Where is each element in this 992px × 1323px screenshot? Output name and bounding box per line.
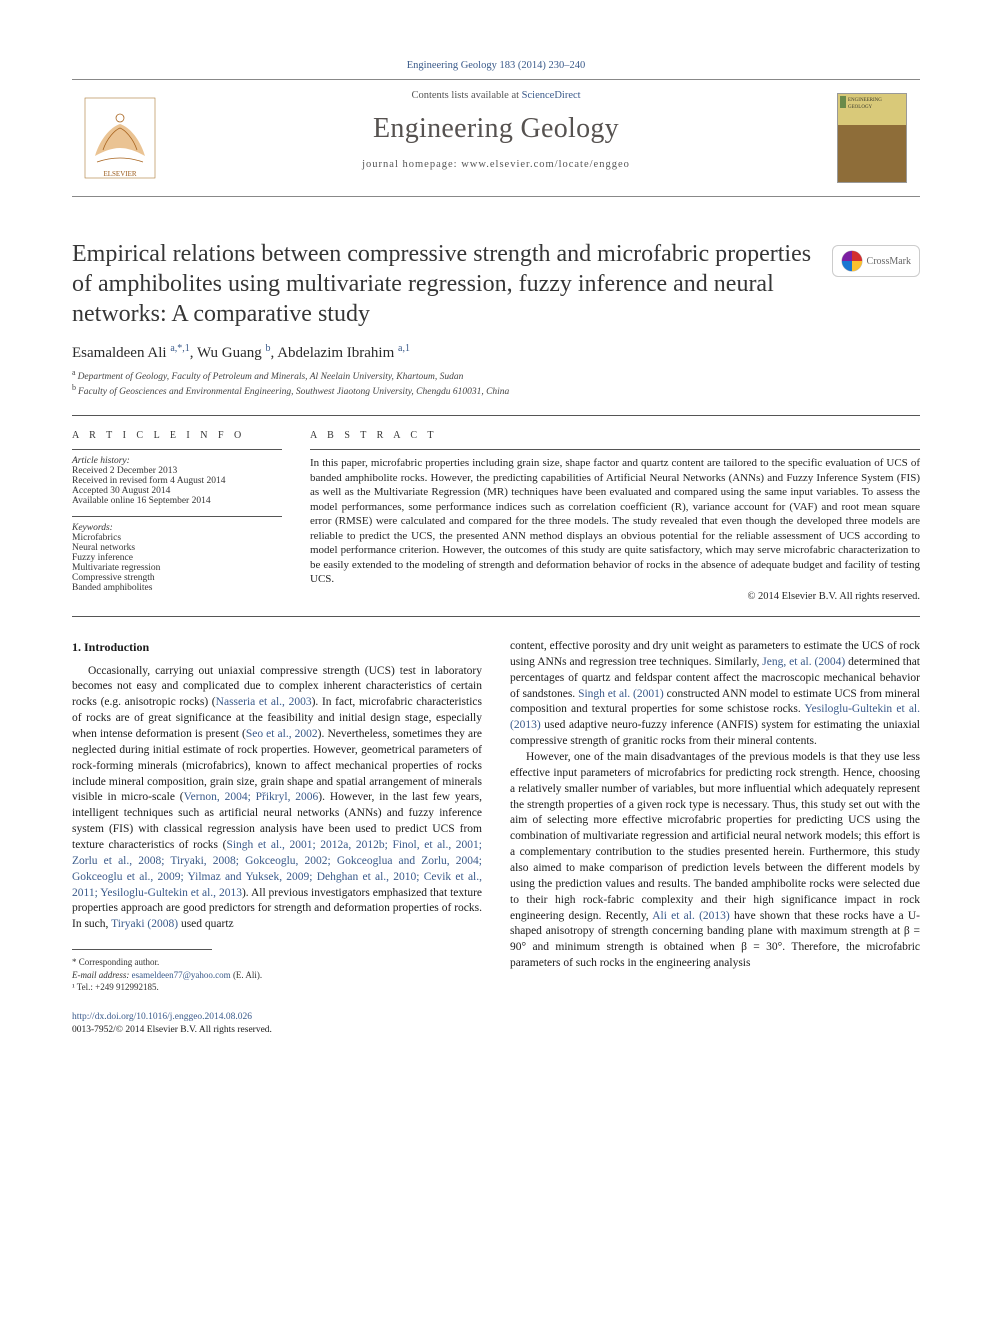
footnote-rule [72,949,212,950]
history-1: Received in revised form 4 August 2014 [72,476,282,486]
contents-prefix: Contents lists available at [411,90,521,101]
c2-p2: However, one of the main disadvantages o… [510,750,920,972]
rule-below-meta [72,616,920,617]
article-info-heading: A R T I C L E I N F O [72,430,282,441]
fn-tel: ¹ Tel.: +249 912992185. [72,981,482,993]
citation-header: Engineering Geology 183 (2014) 230–240 [72,60,920,71]
history-3: Available online 16 September 2014 [72,496,282,506]
fn-email-link[interactable]: esameldeen77@yahoo.com [132,970,231,980]
rule-info-1 [72,449,282,450]
col-left: 1. Introduction Occasionally, carrying o… [72,639,482,1038]
cover-thumb-cell: ENGINEERING GEOLOGY [824,80,920,196]
intro-heading: 1. Introduction [72,639,482,656]
footnotes: * Corresponding author. E-mail address: … [72,956,482,993]
rule-info-2 [72,516,282,517]
crossmark-badge[interactable]: CrossMark [832,245,920,277]
affiliation-block: aDepartment of Geology, Faculty of Petro… [72,368,920,397]
cover-label-top: ENGINEERING [848,98,882,103]
meta-row: A R T I C L E I N F O Article history: R… [72,430,920,602]
doi-block: http://dx.doi.org/10.1016/j.enggeo.2014.… [72,1011,482,1037]
history-label: Article history: [72,456,282,466]
title-block: CrossMark Empirical relations between co… [72,239,920,329]
abstract-body: In this paper, microfabric properties in… [310,456,920,587]
crossmark-label: CrossMark [867,256,911,267]
kw-5: Banded amphibolites [72,583,282,593]
fn-email-label: E-mail address: [72,970,132,980]
keywords-label: Keywords: [72,523,282,533]
journal-homepage: journal homepage: www.elsevier.com/locat… [168,159,824,170]
homepage-label: journal homepage: [362,159,461,170]
rule-above-meta [72,415,920,416]
journal-cover-thumb: ENGINEERING GEOLOGY [837,93,907,183]
kw-3: Multivariate regression [72,563,282,573]
keywords-list: Microfabrics Neural networks Fuzzy infer… [72,533,282,593]
c2-t4: used adaptive neuro-fuzzy inference (ANF… [510,719,920,747]
kw-2: Fuzzy inference [72,553,282,563]
copyright-line: © 2014 Elsevier B.V. All rights reserved… [310,591,920,602]
kw-0: Microfabrics [72,533,282,543]
abstract-heading: A B S T R A C T [310,430,920,441]
c1-l1[interactable]: Nasseria et al., 2003 [216,696,312,708]
abstract-col: A B S T R A C T In this paper, microfabr… [310,430,920,602]
doi-link[interactable]: http://dx.doi.org/10.1016/j.enggeo.2014.… [72,1012,252,1022]
c1-t6: used quartz [178,918,234,930]
c1-l2[interactable]: Seo et al., 2002 [246,728,318,740]
contents-line: Contents lists available at ScienceDirec… [168,90,824,101]
c2-p1: content, effective porosity and dry unit… [510,639,920,750]
fn-corr: * Corresponding author. [72,956,482,968]
publisher-logo-cell: ELSEVIER [72,80,168,196]
c2-l4[interactable]: Ali et al. (2013) [652,910,730,922]
body-columns: 1. Introduction Occasionally, carrying o… [72,639,920,1038]
c2-l2[interactable]: Singh et al. (2001) [578,688,664,700]
fn-email-suffix: (E. Ali). [231,970,263,980]
crossmark-icon [841,250,863,272]
affiliation-a: aDepartment of Geology, Faculty of Petro… [72,368,920,382]
cover-label-bottom: GEOLOGY [848,105,872,110]
kw-1: Neural networks [72,543,282,553]
paper-title: Empirical relations between compressive … [72,239,920,329]
kw-4: Compressive strength [72,573,282,583]
affiliation-b: bFaculty of Geosciences and Environmenta… [72,383,920,397]
history-2: Accepted 30 August 2014 [72,486,282,496]
article-info-col: A R T I C L E I N F O Article history: R… [72,430,282,602]
aff-sym-b: b [72,383,76,392]
svg-text:ELSEVIER: ELSEVIER [103,170,136,178]
crossmark-badge-wrap: CrossMark [832,245,920,277]
intro-p1: Occasionally, carrying out uniaxial comp… [72,664,482,934]
history-0: Received 2 December 2013 [72,466,282,476]
c2-t5: However, one of the main disadvantages o… [510,751,920,922]
author-line: Esamaldeen Ali a,*,1, Wu Guang b, Abdela… [72,343,920,362]
col-right: content, effective porosity and dry unit… [510,639,920,1038]
fn-email: E-mail address: esameldeen77@yahoo.com (… [72,969,482,981]
elsevier-logo: ELSEVIER [83,96,157,180]
journal-masthead: ELSEVIER Contents lists available at Sci… [72,79,920,197]
c1-l3[interactable]: Vernon, 2004; Přikryl, 2006 [184,791,319,803]
sciencedirect-link[interactable]: ScienceDirect [522,90,581,101]
rule-abs [310,449,920,450]
aff-text-b: Faculty of Geosciences and Environmental… [78,387,509,397]
c1-l5[interactable]: Tiryaki (2008) [111,918,178,930]
citation-header-link[interactable]: Engineering Geology 183 (2014) 230–240 [407,60,585,71]
aff-sym-a: a [72,368,76,377]
c2-l1[interactable]: Jeng, et al. (2004) [762,656,845,668]
homepage-url: www.elsevier.com/locate/enggeo [461,159,630,170]
journal-name: Engineering Geology [168,113,824,145]
masthead-center: Contents lists available at ScienceDirec… [168,80,824,196]
history-body: Received 2 December 2013 Received in rev… [72,466,282,506]
issn-line: 0013-7952/© 2014 Elsevier B.V. All right… [72,1024,482,1037]
aff-text-a: Department of Geology, Faculty of Petrol… [78,372,464,382]
